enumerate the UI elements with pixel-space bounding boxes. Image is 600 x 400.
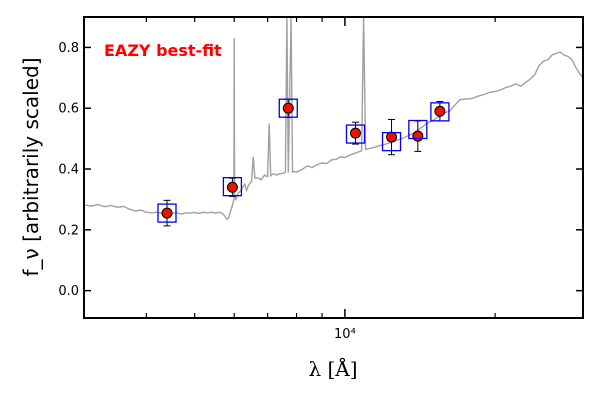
model-photometry-box [157, 203, 177, 223]
y-tick-label: 0.6 [58, 102, 79, 117]
observed-point [161, 207, 173, 219]
y-tick-label: 0.4 [58, 163, 79, 178]
model-photometry-box [222, 177, 243, 197]
model-box-layer [157, 98, 450, 223]
errorbar-layer [163, 98, 444, 227]
observed-point [434, 105, 446, 117]
y-tick-label: 0.8 [58, 41, 79, 56]
model-photometry-box [381, 132, 402, 152]
observed-point [386, 131, 398, 143]
y-tick-label: 0.0 [58, 284, 79, 299]
point-layer [161, 102, 446, 219]
model-photometry-box [278, 98, 298, 118]
x-tick-label: 10⁴ [334, 327, 356, 342]
model-photometry-box [408, 119, 428, 140]
tick-layer: 0.0 0.2 0.4 0.6 0.8 10⁴ [58, 17, 583, 342]
y-tick-label: 0.2 [58, 223, 79, 238]
plot-frame [83, 16, 584, 319]
observed-point [226, 181, 238, 193]
observed-point [349, 127, 361, 139]
model-photometry-box [430, 102, 450, 122]
y-axis-label: f_ν [arbitrarily scaled] [19, 58, 43, 277]
spectrum-layer [84, 17, 583, 221]
observed-point [282, 102, 294, 114]
annotation-label: EAZY best-fit [104, 41, 222, 60]
observed-point [412, 130, 424, 142]
model-spectrum-line [84, 17, 583, 221]
model-photometry-box [345, 124, 366, 144]
x-axis-label: λ [Å] [308, 356, 357, 381]
